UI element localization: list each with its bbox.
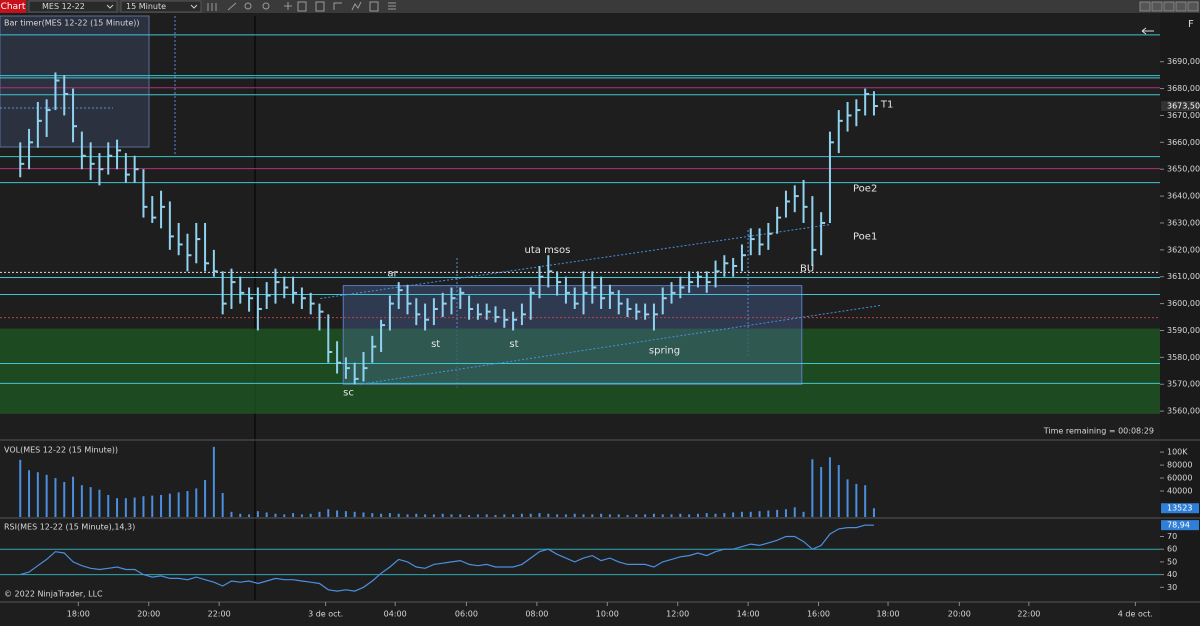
y-tick-label: 3620,00 — [1167, 245, 1200, 254]
interval-label: 15 Minute — [126, 2, 166, 11]
range-box — [0, 15, 150, 148]
panel-title: VOL(MES 12-22 (15 Minute)) — [4, 446, 118, 455]
x-tick-label: 10:00 — [596, 610, 619, 619]
x-tick-label: 3 de oct. — [308, 610, 343, 619]
x-tick-label: 20:00 — [137, 610, 160, 619]
annotation: st — [431, 339, 440, 350]
dropdown-arrow — [106, 4, 114, 9]
y-tick-label: 3560,00 — [1167, 407, 1200, 416]
y-tick-label: 100K — [1167, 448, 1188, 457]
x-tick-label: 16:00 — [807, 610, 830, 619]
y-tick-label: 3670,00 — [1167, 111, 1200, 120]
x-tick-label: 4 de oct. — [1118, 610, 1153, 619]
x-tick-label: 18:00 — [67, 610, 90, 619]
toolbar — [0, 0, 1200, 13]
y-tick-label: 3680,00 — [1167, 84, 1200, 93]
x-tick-label: 14:00 — [737, 610, 760, 619]
time-remaining: Time remaining = 00:08:29 — [1043, 427, 1154, 436]
instrument-label: MES 12-22 — [42, 2, 85, 11]
back-arrow[interactable] — [1141, 27, 1154, 35]
toolbar-icons[interactable] — [207, 1, 396, 12]
y-tick-label: 30 — [1167, 583, 1177, 592]
x-tick-label: 08:00 — [525, 610, 548, 619]
y-tick-label: 50 — [1167, 557, 1177, 566]
panel-title: Bar timer(MES 12-22 (15 Minute)) — [4, 19, 139, 28]
interval-select[interactable] — [120, 0, 202, 13]
trend-line — [320, 224, 831, 299]
y-tick-label: 3630,00 — [1167, 218, 1200, 227]
y-tick-label: 60 — [1167, 545, 1177, 554]
y-tick-label: 70 — [1167, 532, 1177, 541]
y-tick-label: 80000 — [1167, 461, 1192, 470]
y-tick-label: 3570,00 — [1167, 380, 1200, 389]
x-tick-label: 22:00 — [208, 610, 231, 619]
instrument-select[interactable] — [28, 0, 118, 13]
last-value-label: 3673,50 — [1167, 102, 1200, 111]
x-tick-label: 04:00 — [384, 610, 407, 619]
x-tick-label: 20:00 — [948, 610, 971, 619]
annotation: ar — [387, 269, 398, 280]
y-tick-label: 40 — [1167, 570, 1177, 579]
annotation: uta msos — [525, 245, 571, 256]
window-buttons[interactable] — [1139, 1, 1199, 12]
last-value-tag — [1161, 101, 1199, 112]
y-tick-label: 3580,00 — [1167, 353, 1200, 362]
rsi-line — [20, 524, 875, 592]
x-tick-label: 06:00 — [455, 610, 478, 619]
y-tick-label: 60000 — [1167, 474, 1192, 483]
annotation: spring — [649, 345, 680, 356]
last-value-label: 78,94 — [1167, 521, 1190, 530]
y-tick-label: 3610,00 — [1167, 272, 1200, 281]
y-tick-label: 3660,00 — [1167, 138, 1200, 147]
x-tick-label: 12:00 — [666, 610, 689, 619]
annotation: st — [509, 339, 518, 350]
y-tick-label: 40000 — [1167, 487, 1192, 496]
panel-title: RSI(MES 12-22 (15 Minute),14,3) — [4, 523, 135, 532]
last-value-tag — [1161, 503, 1199, 514]
last-value-label: 13523 — [1167, 504, 1192, 513]
x-tick-label: 18:00 — [877, 610, 900, 619]
annotation: T1 — [880, 100, 893, 111]
last-value-tag — [1161, 520, 1199, 531]
hotkey: F — [1188, 19, 1194, 30]
y-tick-label: 3600,00 — [1167, 299, 1200, 308]
annotation: BU — [800, 264, 814, 275]
annotation: Poe2 — [853, 184, 877, 195]
dropdown-arrow — [190, 4, 198, 9]
chart-tab[interactable] — [0, 0, 26, 13]
y-tick-label: 3650,00 — [1167, 165, 1200, 174]
price-zone — [342, 285, 803, 385]
annotation: sc — [343, 387, 354, 398]
copyright: © 2022 NinjaTrader, LLC — [4, 590, 103, 599]
y-tick-label: 3640,00 — [1167, 192, 1200, 201]
y-tick-label: 3690,00 — [1167, 57, 1200, 66]
x-tick-label: 22:00 — [1017, 610, 1040, 619]
annotation: Poe1 — [853, 231, 877, 242]
y-tick-label: 3590,00 — [1167, 326, 1200, 335]
price-zone — [0, 328, 1160, 414]
chart-tab-label: Chart — [1, 2, 26, 12]
